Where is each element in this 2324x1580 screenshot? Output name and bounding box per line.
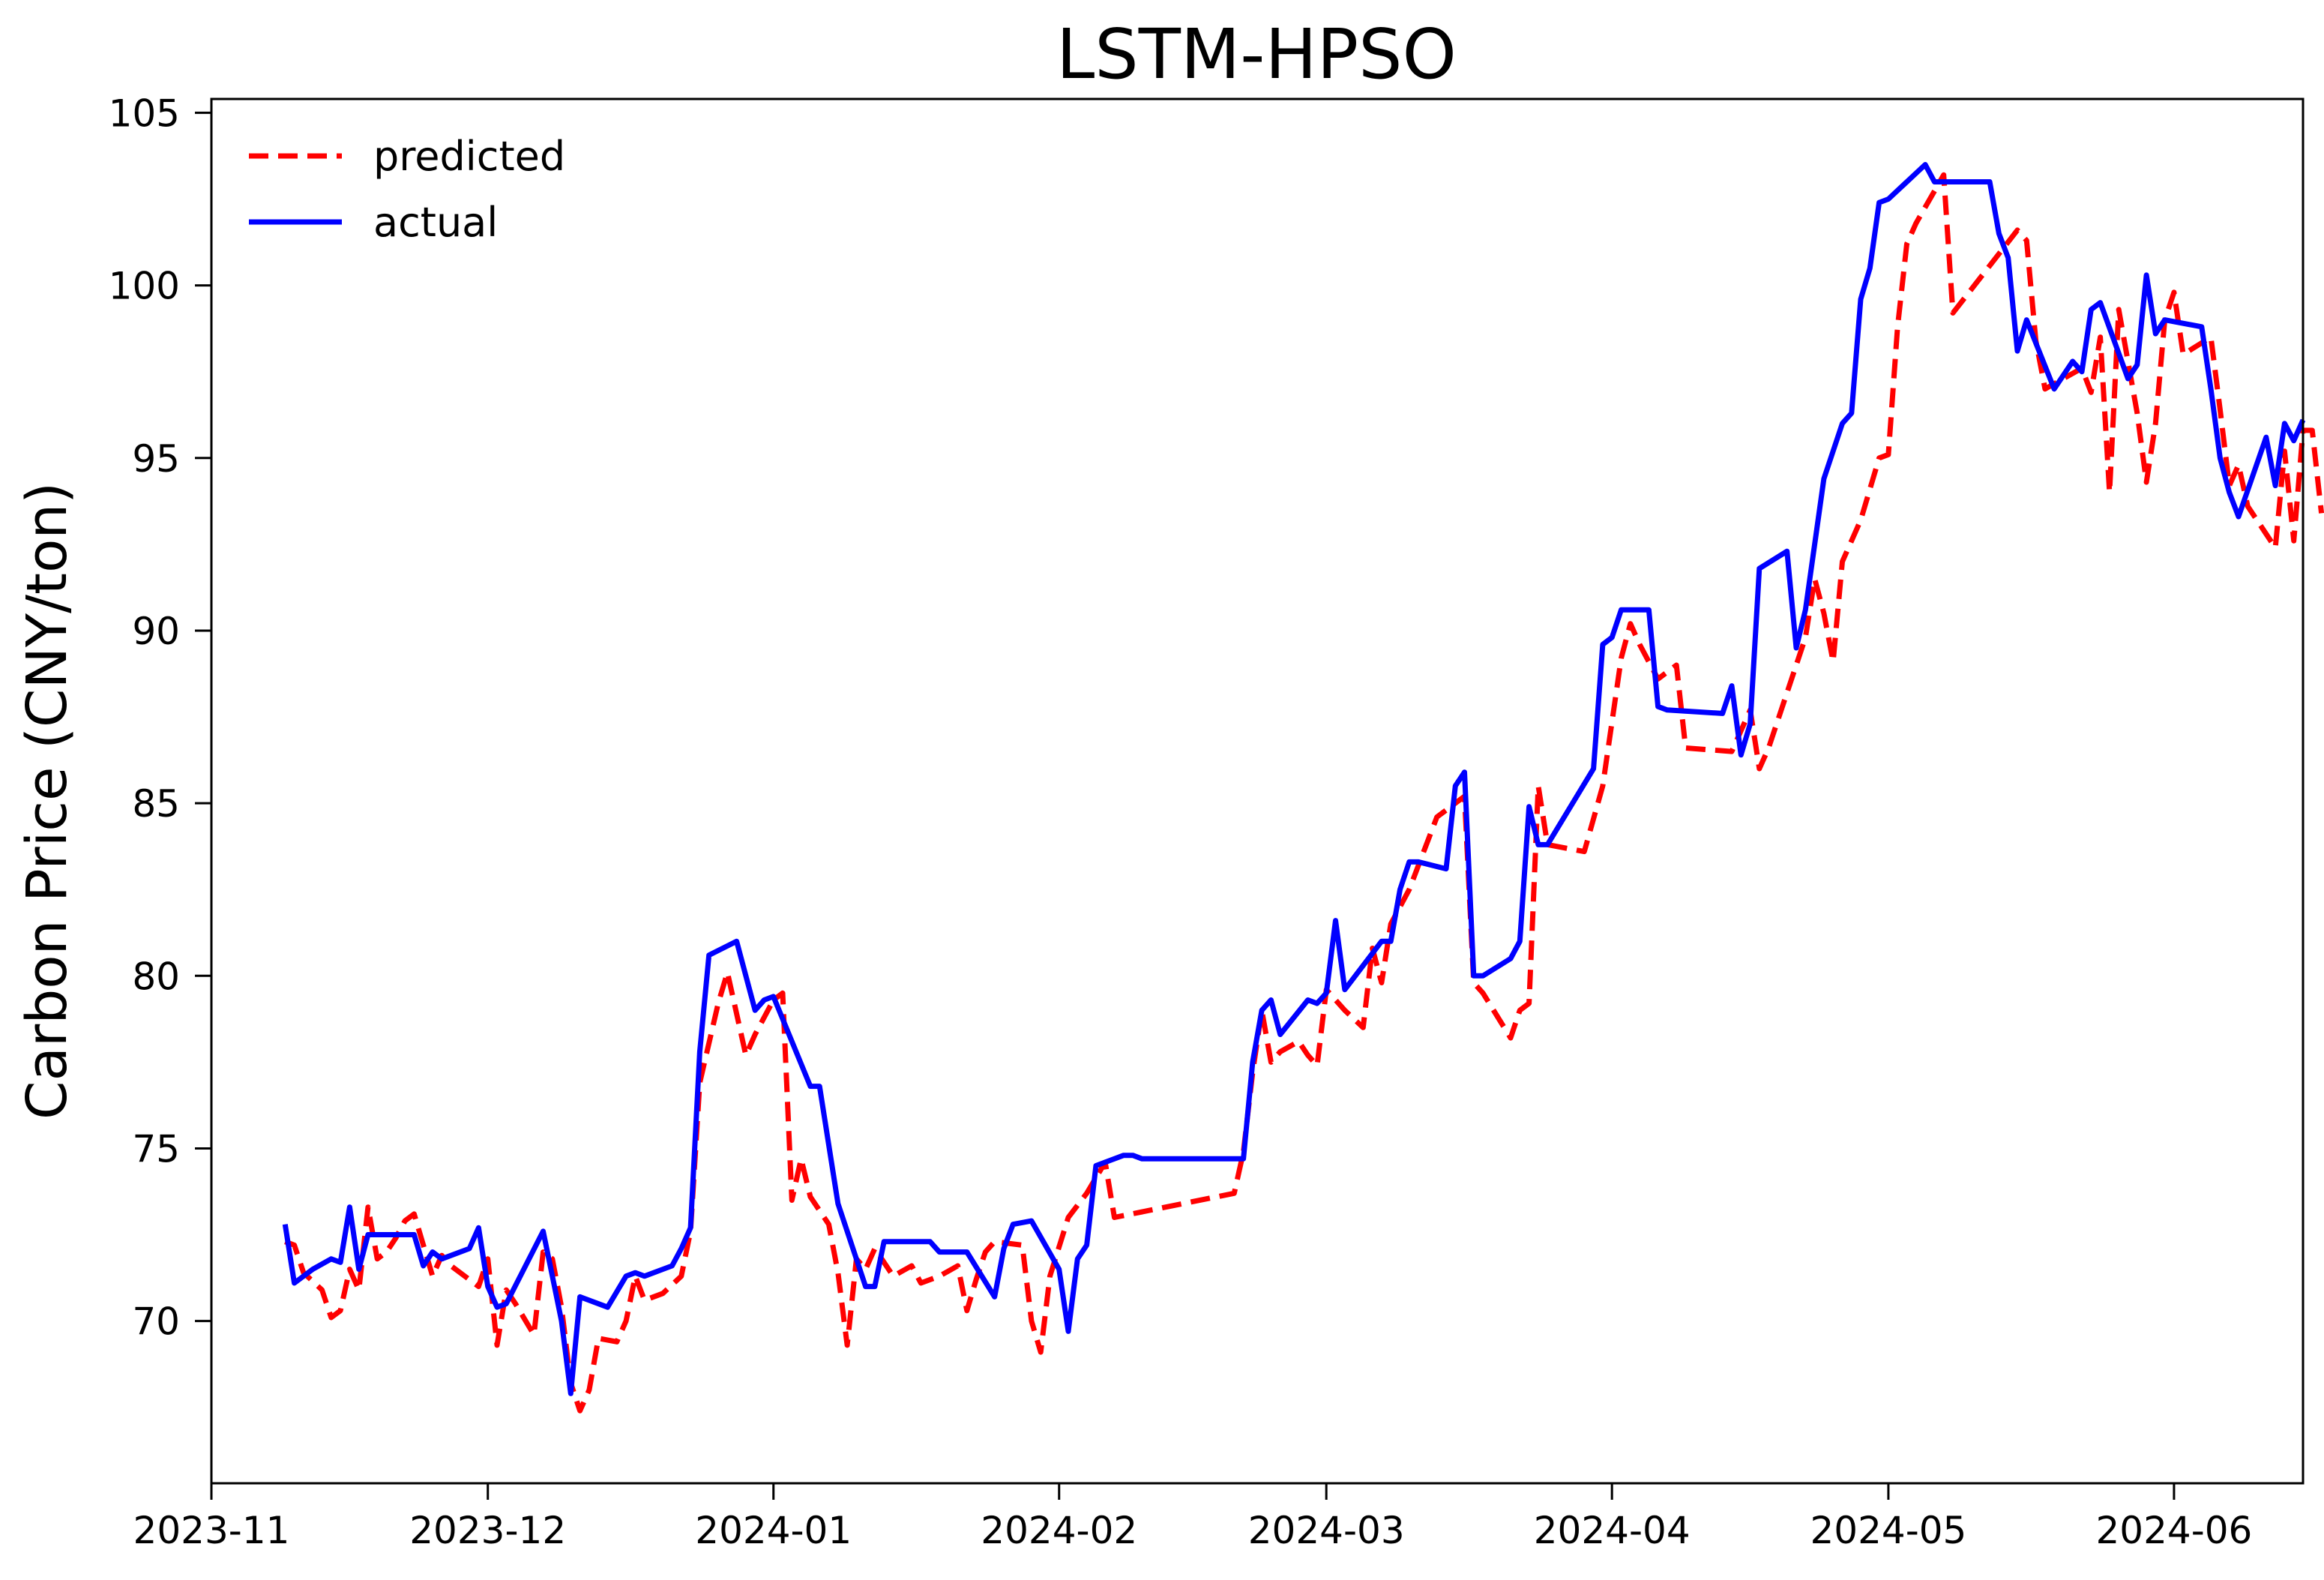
x-tick-label: 2024-06 — [2095, 1509, 2252, 1552]
x-tick-label: 2024-04 — [1534, 1509, 1691, 1552]
y-tick-label: 105 — [109, 91, 180, 135]
legend: predicted actual — [249, 133, 565, 246]
x-tick-label: 2023-11 — [133, 1509, 290, 1552]
y-tick-label: 95 — [132, 437, 180, 481]
y-tick-label: 85 — [132, 782, 180, 826]
x-tick-label: 2024-03 — [1248, 1509, 1405, 1552]
x-tick-label: 2024-02 — [981, 1509, 1137, 1552]
y-axis-label: Carbon Price (CNY/ton) — [15, 482, 79, 1120]
tick-layer: 2023-11 2023-12 2024-01 2024-02 2024-03 2024-… — [109, 91, 2253, 1552]
series-line-actual — [282, 162, 2306, 1396]
y-tick-label: 70 — [132, 1300, 180, 1344]
x-tick-label: 2024-01 — [695, 1509, 852, 1552]
x-tick-label: 2024-05 — [1810, 1509, 1966, 1552]
y-tick-label: 100 — [109, 265, 180, 308]
x-tick-label: 2023-12 — [409, 1509, 566, 1552]
legend-label-actual: actual — [373, 199, 498, 246]
y-tick-label: 75 — [132, 1127, 180, 1171]
chart-title: LSTM-HPSO — [1056, 14, 1457, 94]
series-line-predicted — [284, 172, 2324, 1414]
y-tick-label: 90 — [132, 610, 180, 653]
plot-frame — [210, 97, 2305, 1485]
legend-label-predicted: predicted — [373, 133, 565, 180]
series-layer — [282, 162, 2324, 1414]
y-tick-label: 80 — [132, 955, 180, 998]
